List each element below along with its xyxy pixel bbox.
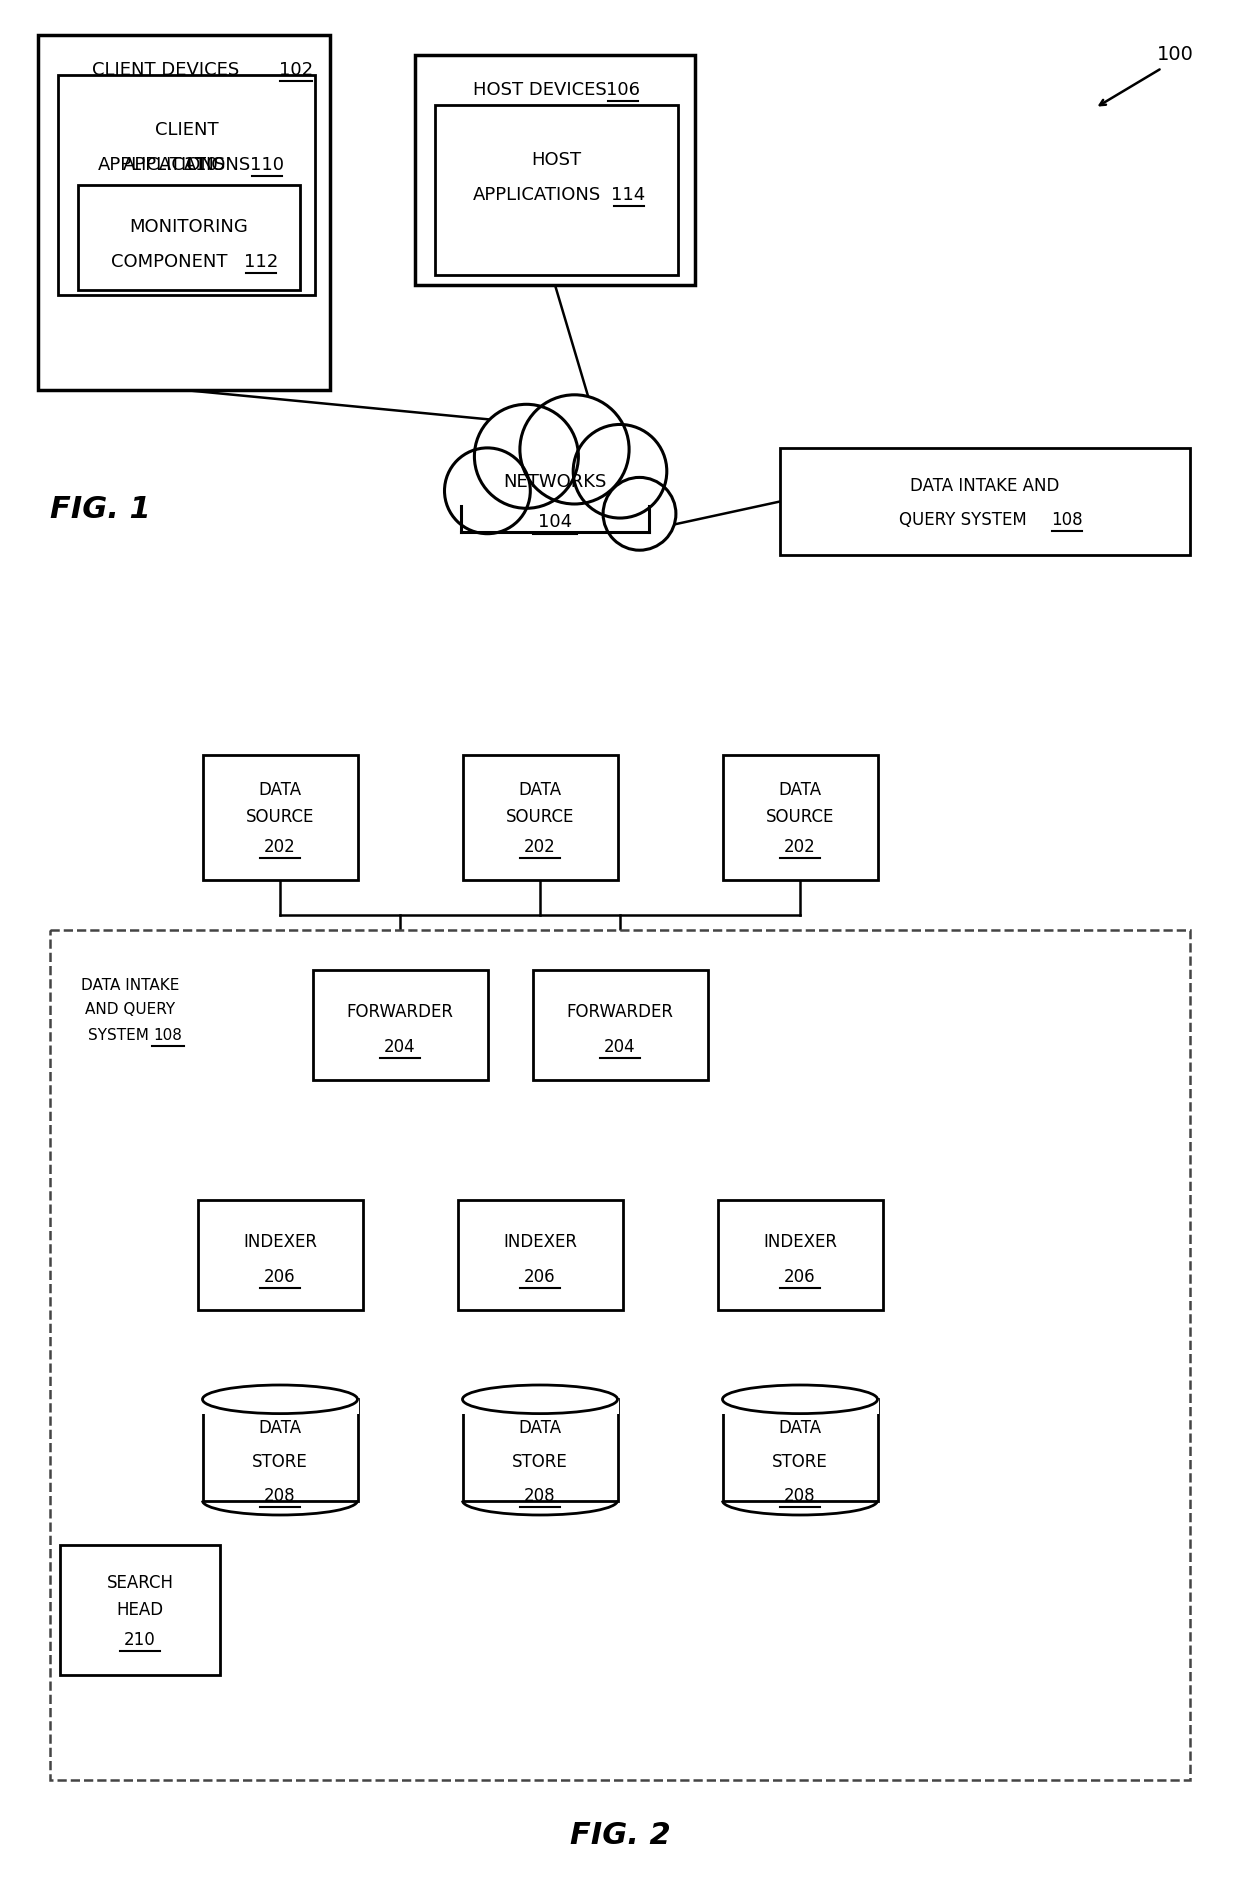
Ellipse shape xyxy=(465,465,645,557)
Text: STORE: STORE xyxy=(252,1453,308,1472)
FancyBboxPatch shape xyxy=(718,1200,883,1309)
FancyBboxPatch shape xyxy=(435,106,678,276)
Text: APPLICATIONS: APPLICATIONS xyxy=(472,185,600,204)
Text: DATA: DATA xyxy=(258,780,301,799)
Text: SEARCH: SEARCH xyxy=(107,1574,174,1592)
Circle shape xyxy=(520,395,629,504)
Text: NETWORKS: NETWORKS xyxy=(503,472,606,491)
Text: 208: 208 xyxy=(264,1487,296,1506)
Bar xyxy=(463,1400,618,1500)
Text: HEAD: HEAD xyxy=(117,1602,164,1619)
Text: 204: 204 xyxy=(604,1037,636,1056)
Text: 100: 100 xyxy=(1157,45,1193,64)
Text: AND QUERY: AND QUERY xyxy=(84,1003,175,1018)
Text: SOURCE: SOURCE xyxy=(246,808,314,825)
Text: SYSTEM: SYSTEM xyxy=(88,1028,149,1043)
FancyBboxPatch shape xyxy=(38,36,330,389)
Text: DATA: DATA xyxy=(779,780,822,799)
Bar xyxy=(723,1400,878,1500)
Ellipse shape xyxy=(723,1385,878,1413)
FancyBboxPatch shape xyxy=(198,1200,363,1309)
Text: CLIENT DEVICES: CLIENT DEVICES xyxy=(92,60,239,79)
Text: 206: 206 xyxy=(784,1268,816,1286)
Text: 104: 104 xyxy=(538,514,572,531)
Text: 106: 106 xyxy=(606,81,640,98)
Circle shape xyxy=(475,404,578,508)
Text: SOURCE: SOURCE xyxy=(766,808,835,825)
FancyBboxPatch shape xyxy=(78,185,300,291)
Circle shape xyxy=(603,478,676,550)
Text: 208: 208 xyxy=(525,1487,556,1506)
Text: FIG. 2: FIG. 2 xyxy=(569,1821,671,1849)
Bar xyxy=(201,1400,358,1413)
FancyBboxPatch shape xyxy=(50,929,1190,1779)
Text: INDEXER: INDEXER xyxy=(763,1234,837,1251)
FancyBboxPatch shape xyxy=(203,756,358,880)
Text: 108: 108 xyxy=(1052,512,1083,529)
Text: 114: 114 xyxy=(611,185,646,204)
Text: DATA INTAKE AND: DATA INTAKE AND xyxy=(910,478,1060,495)
Text: DATA: DATA xyxy=(518,1419,562,1438)
Text: HOST: HOST xyxy=(532,151,582,168)
Text: 110: 110 xyxy=(249,157,284,174)
Bar xyxy=(461,1400,619,1413)
Text: 210: 210 xyxy=(124,1630,156,1649)
FancyBboxPatch shape xyxy=(463,756,618,880)
Text: SOURCE: SOURCE xyxy=(506,808,574,825)
Text: 202: 202 xyxy=(784,839,816,856)
Text: 206: 206 xyxy=(525,1268,556,1286)
Text: APPLICATIONS: APPLICATIONS xyxy=(123,157,250,174)
Text: 208: 208 xyxy=(784,1487,816,1506)
Ellipse shape xyxy=(463,1385,618,1413)
Bar xyxy=(202,1400,357,1500)
FancyBboxPatch shape xyxy=(458,1200,622,1309)
FancyBboxPatch shape xyxy=(723,756,878,880)
Text: COMPONENT: COMPONENT xyxy=(110,253,227,270)
Ellipse shape xyxy=(202,1385,357,1413)
Text: 204: 204 xyxy=(384,1037,415,1056)
Text: DATA: DATA xyxy=(779,1419,822,1438)
Circle shape xyxy=(444,448,531,535)
Text: MONITORING: MONITORING xyxy=(130,217,248,236)
Text: STORE: STORE xyxy=(512,1453,568,1472)
Text: FORWARDER: FORWARDER xyxy=(567,1003,673,1020)
Text: DATA: DATA xyxy=(518,780,562,799)
Text: CLIENT: CLIENT xyxy=(155,121,218,140)
Text: 112: 112 xyxy=(244,253,278,270)
Text: 202: 202 xyxy=(525,839,556,856)
Text: INDEXER: INDEXER xyxy=(503,1234,577,1251)
Text: 102: 102 xyxy=(279,60,312,79)
Bar xyxy=(722,1400,878,1413)
FancyBboxPatch shape xyxy=(533,969,708,1081)
Text: STORE: STORE xyxy=(773,1453,828,1472)
Text: INDEXER: INDEXER xyxy=(243,1234,317,1251)
Bar xyxy=(461,489,649,552)
Text: 206: 206 xyxy=(264,1268,296,1286)
FancyBboxPatch shape xyxy=(60,1545,219,1676)
FancyBboxPatch shape xyxy=(312,969,489,1081)
FancyBboxPatch shape xyxy=(780,448,1190,555)
Circle shape xyxy=(573,425,667,518)
Text: 108: 108 xyxy=(154,1028,182,1043)
FancyBboxPatch shape xyxy=(415,55,694,285)
Text: HOST DEVICES: HOST DEVICES xyxy=(474,81,606,98)
Text: FIG. 1: FIG. 1 xyxy=(50,495,150,525)
Text: APPLICATIONS: APPLICATIONS xyxy=(98,157,226,174)
Text: FORWARDER: FORWARDER xyxy=(346,1003,454,1020)
Text: 110: 110 xyxy=(155,157,218,174)
Text: DATA: DATA xyxy=(258,1419,301,1438)
FancyBboxPatch shape xyxy=(58,76,315,295)
Text: DATA INTAKE: DATA INTAKE xyxy=(81,977,180,992)
Text: QUERY SYSTEM: QUERY SYSTEM xyxy=(899,512,1027,529)
Text: 202: 202 xyxy=(264,839,296,856)
